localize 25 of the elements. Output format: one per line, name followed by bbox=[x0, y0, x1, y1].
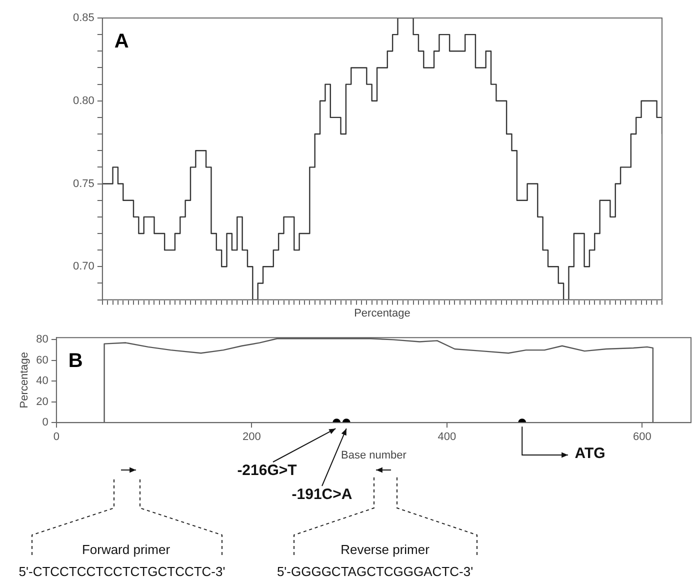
y-tick-label: 0 bbox=[42, 416, 48, 429]
x-axis-title: Base number bbox=[341, 449, 407, 462]
text: 5'-CTCCTCCTCCTCTGCTCCTC-3' bbox=[18, 564, 226, 579]
text: 5'-GGGGCTAGCTCGGGACTC-3' bbox=[276, 564, 474, 579]
x-tick-label: 600 bbox=[633, 431, 652, 444]
x-axis-title: Percentage bbox=[354, 307, 410, 320]
y-tick-label: 0.75 bbox=[72, 178, 94, 190]
text: -216G>T bbox=[237, 462, 297, 479]
x-tick-label: 400 bbox=[438, 431, 456, 444]
y-tick-label: 0.85 bbox=[72, 12, 94, 24]
y-tick-label: 20 bbox=[36, 396, 48, 408]
text: ATG bbox=[574, 445, 606, 462]
text: -191C>A bbox=[292, 486, 352, 503]
text: B bbox=[68, 350, 83, 372]
text: Reverse primer bbox=[340, 542, 430, 557]
x-tick-label: 200 bbox=[242, 431, 261, 444]
x-tick-label: 0 bbox=[53, 431, 60, 444]
y-tick-label: 80 bbox=[36, 334, 48, 346]
y-tick-label: 60 bbox=[36, 354, 48, 366]
y-tick-label: 0.80 bbox=[72, 94, 94, 107]
text: A bbox=[114, 30, 129, 53]
y-tick-label: 0.70 bbox=[72, 260, 94, 273]
y-axis-title: Percentage bbox=[18, 352, 31, 408]
text: Forward primer bbox=[82, 542, 170, 557]
y-tick-label: 40 bbox=[36, 375, 48, 388]
